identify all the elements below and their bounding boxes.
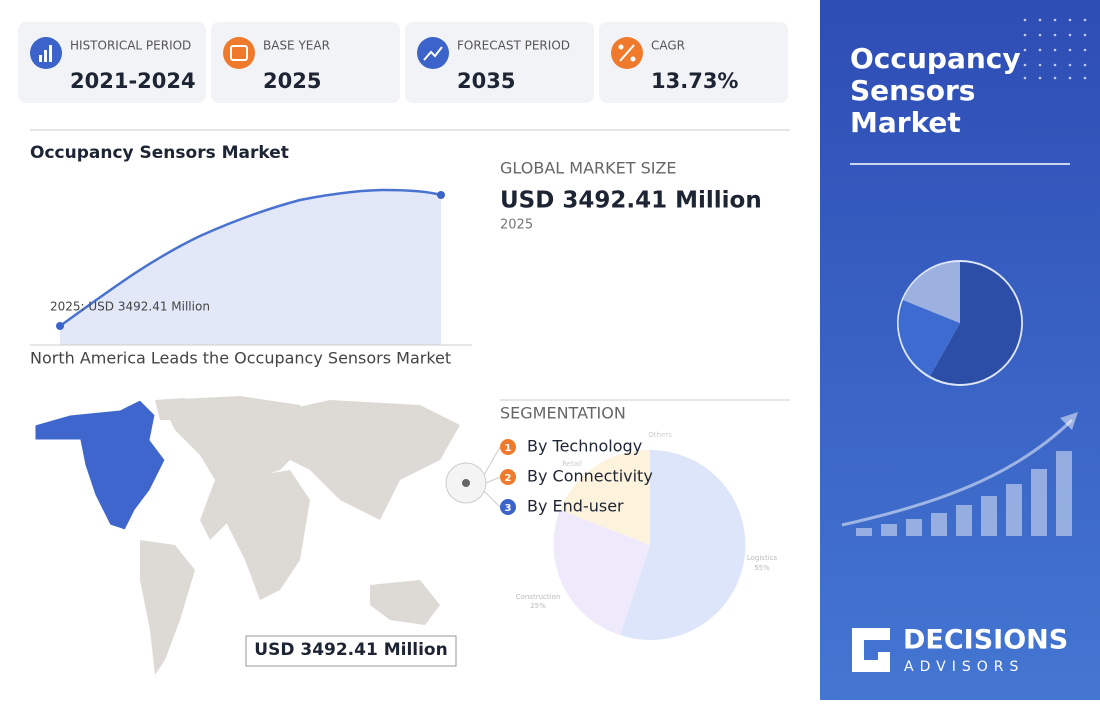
map-label-box xyxy=(245,635,457,667)
market-size-value: USD 3492.41 Million xyxy=(500,188,762,214)
segment-number: 2 xyxy=(505,473,512,484)
segmentation-title: SEGMENTATION xyxy=(500,404,626,423)
segment-number: 1 xyxy=(505,443,512,454)
area-line xyxy=(59,188,442,328)
segment-pie xyxy=(553,449,746,640)
market-size-year: 2025 xyxy=(500,218,533,233)
side-title: Occupancy xyxy=(850,42,1021,75)
annotation: 2025: USD 3492.41 Million xyxy=(50,300,210,314)
world-map xyxy=(140,396,460,675)
icon xyxy=(223,37,255,69)
map-title: North America Leads the Occupancy Sensor… xyxy=(30,349,451,368)
logo-mark xyxy=(852,628,890,672)
segment-label: By Technology xyxy=(527,437,642,456)
pie-label: Others xyxy=(648,431,672,439)
segment-number: 3 xyxy=(505,503,512,514)
point xyxy=(56,322,64,330)
stat-value: 2035 xyxy=(457,69,515,93)
stat-card xyxy=(405,22,594,103)
area xyxy=(60,190,441,345)
segment-badge xyxy=(500,439,516,455)
trend-arrow xyxy=(841,418,1074,527)
point xyxy=(437,191,445,199)
stat-value: 2025 xyxy=(263,69,321,93)
stat-value: 2021-2024 xyxy=(70,69,196,93)
stat-card xyxy=(599,22,788,103)
stat-value: 13.73% xyxy=(651,69,738,93)
stat-label: CAGR xyxy=(651,39,685,53)
stat-label: BASE YEAR xyxy=(263,39,330,53)
side-title: Market xyxy=(850,106,961,139)
market-size-label: GLOBAL MARKET SIZE xyxy=(500,159,677,178)
map-label: USD 3492.41 Million xyxy=(254,640,447,660)
stat-label: FORECAST PERIOD xyxy=(457,39,570,53)
north-america xyxy=(34,399,166,531)
brand: DECISIONS xyxy=(903,625,1068,656)
stat-card xyxy=(18,22,206,103)
segment-label: By End-user xyxy=(527,497,624,516)
segment-badge xyxy=(500,469,516,485)
stat-label: HISTORICAL PERIOD xyxy=(70,39,191,53)
pie-label: Retail xyxy=(562,460,582,468)
dot-grid xyxy=(1023,18,1087,80)
chart-title: Occupancy Sensors Market xyxy=(30,143,289,163)
stat-card xyxy=(211,22,400,103)
pie-label: 25% xyxy=(530,602,546,610)
segment-badge xyxy=(500,499,516,515)
pie-label: Logistics xyxy=(747,554,778,562)
segment-label: By Connectivity xyxy=(527,467,653,486)
side-title: Sensors xyxy=(850,74,975,107)
side-pie xyxy=(897,260,1023,386)
brand-sub: ADVISORS xyxy=(904,659,1024,675)
stat-cards: HISTORICAL PERIOD 2021-2024 BASE YEAR 20… xyxy=(18,22,788,103)
pie-label: Construction xyxy=(516,593,561,601)
side-bars xyxy=(856,451,1072,536)
pie-label: 55% xyxy=(754,564,770,572)
